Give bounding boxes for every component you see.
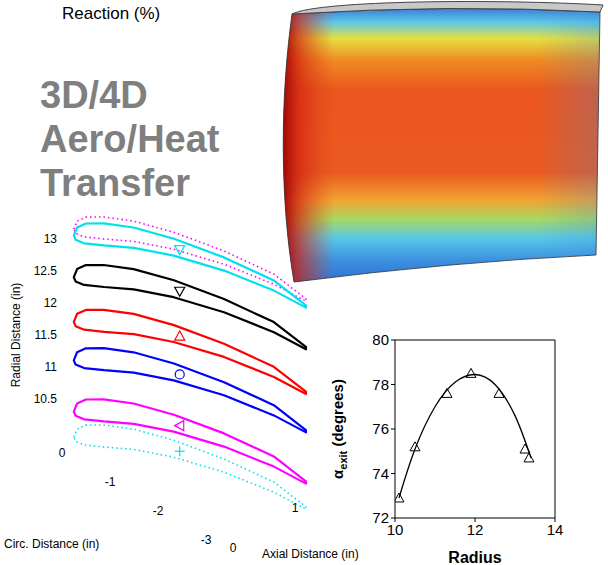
svg-text:αexit (degrees): αexit (degrees) xyxy=(329,379,349,479)
svg-text:-1: -1 xyxy=(105,475,116,489)
svg-text:Radius: Radius xyxy=(448,549,501,565)
svg-text:80: 80 xyxy=(372,331,389,348)
svg-text:3D/4D: 3D/4D xyxy=(40,74,148,116)
svg-text:74: 74 xyxy=(372,465,389,482)
svg-text:14: 14 xyxy=(547,521,564,538)
svg-text:Radial Distance (in): Radial Distance (in) xyxy=(9,283,23,388)
svg-text:13: 13 xyxy=(44,232,58,246)
svg-text:-3: -3 xyxy=(201,533,212,547)
svg-text:0: 0 xyxy=(230,541,237,555)
svg-text:10: 10 xyxy=(387,521,404,538)
svg-text:72: 72 xyxy=(372,509,389,526)
svg-text:1: 1 xyxy=(292,501,299,515)
svg-text:12.5: 12.5 xyxy=(34,264,58,278)
svg-text:Aero/Heat: Aero/Heat xyxy=(40,118,220,160)
svg-text:Axial Distance (in): Axial Distance (in) xyxy=(262,547,359,561)
svg-text:Circ. Distance (in): Circ. Distance (in) xyxy=(4,537,99,551)
svg-text:12: 12 xyxy=(44,296,58,310)
svg-text:76: 76 xyxy=(372,420,389,437)
svg-text:11.5: 11.5 xyxy=(35,328,58,342)
svg-text:78: 78 xyxy=(372,376,389,393)
svg-text:11: 11 xyxy=(45,360,58,374)
svg-text:Transfer: Transfer xyxy=(40,162,190,204)
svg-text:0: 0 xyxy=(59,446,66,460)
svg-text:12: 12 xyxy=(467,521,484,538)
svg-text:Reaction (%): Reaction (%) xyxy=(62,4,160,23)
svg-text:-2: -2 xyxy=(153,504,164,518)
svg-text:10.5: 10.5 xyxy=(34,392,58,406)
